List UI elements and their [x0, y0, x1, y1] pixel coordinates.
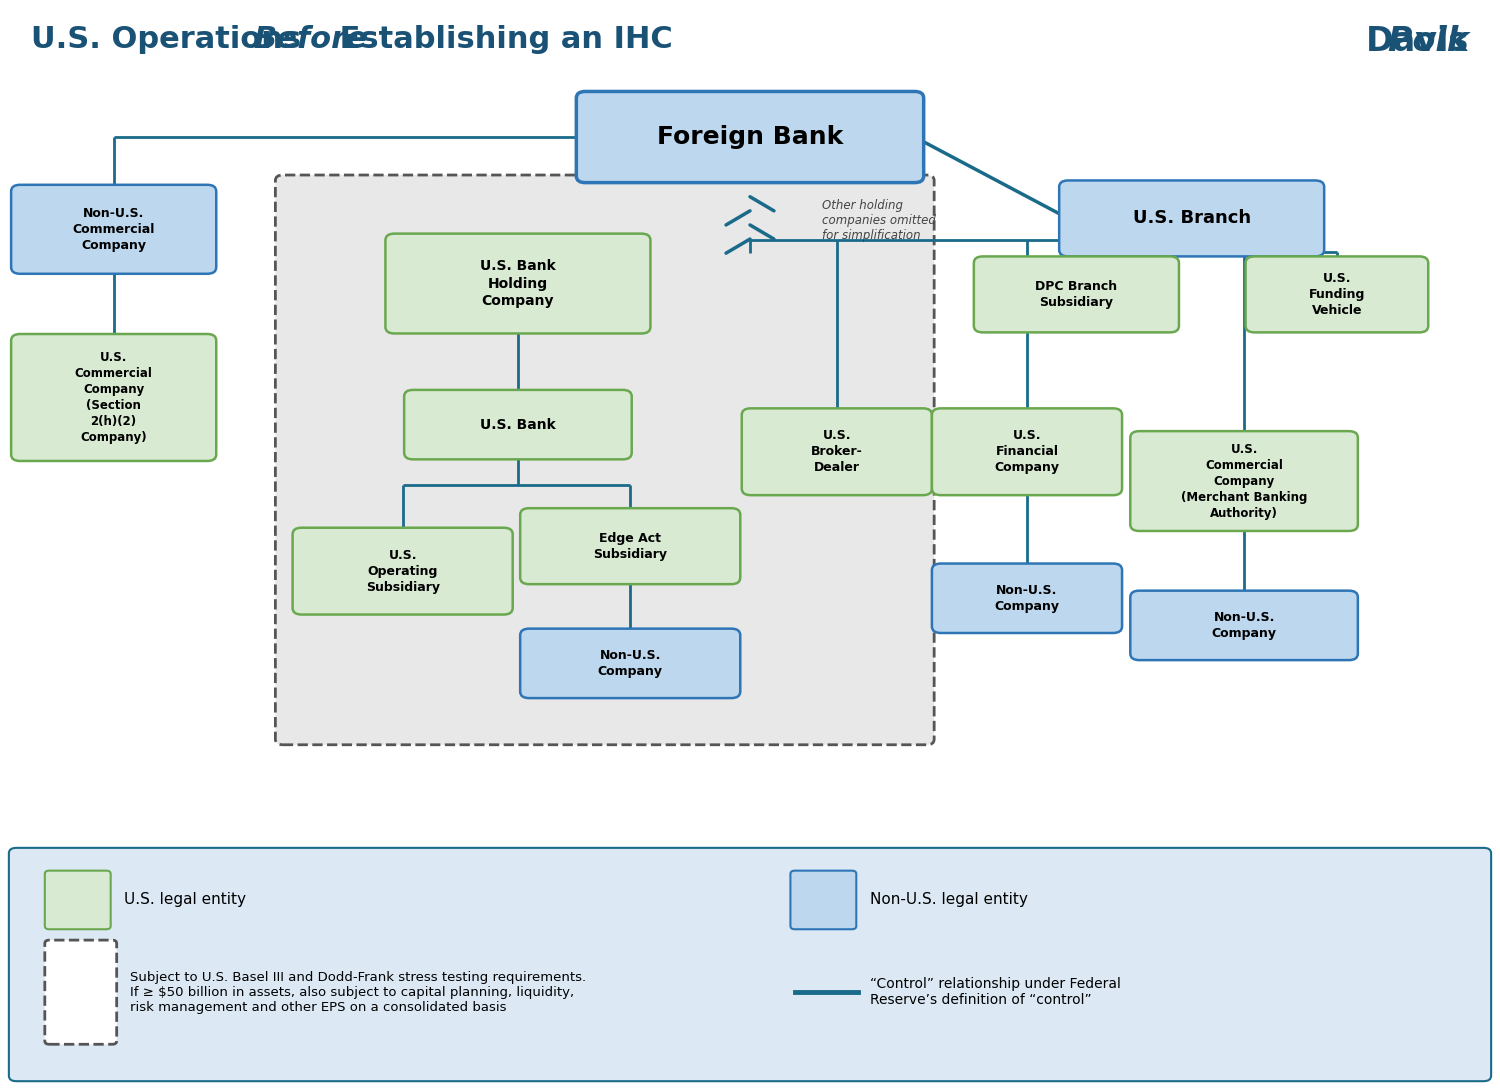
FancyBboxPatch shape [1131, 591, 1358, 660]
FancyBboxPatch shape [790, 870, 856, 929]
Text: U.S.
Commercial
Company
(Section
2(h)(2)
Company): U.S. Commercial Company (Section 2(h)(2)… [75, 351, 153, 444]
FancyBboxPatch shape [520, 508, 741, 584]
Text: “Control” relationship under Federal
Reserve’s definition of “control”: “Control” relationship under Federal Res… [870, 977, 1120, 1007]
Text: U.S. Operations: U.S. Operations [32, 25, 312, 54]
Text: DPC Branch
Subsidiary: DPC Branch Subsidiary [1035, 280, 1118, 309]
Text: Non-U.S.
Commercial
Company: Non-U.S. Commercial Company [72, 207, 154, 251]
FancyBboxPatch shape [9, 848, 1491, 1081]
Text: Davis: Davis [1365, 25, 1468, 59]
Text: Polk: Polk [1294, 25, 1468, 59]
Text: Non-U.S. legal entity: Non-U.S. legal entity [870, 892, 1028, 907]
FancyBboxPatch shape [45, 870, 111, 929]
Text: Non-U.S.
Company: Non-U.S. Company [994, 584, 1059, 613]
FancyBboxPatch shape [45, 940, 117, 1044]
Text: Non-U.S.
Company: Non-U.S. Company [597, 648, 663, 678]
FancyBboxPatch shape [1245, 257, 1428, 332]
FancyBboxPatch shape [10, 334, 216, 461]
FancyBboxPatch shape [1059, 181, 1324, 257]
Text: U.S.
Funding
Vehicle: U.S. Funding Vehicle [1308, 272, 1365, 317]
FancyBboxPatch shape [932, 408, 1122, 495]
FancyBboxPatch shape [742, 408, 932, 495]
FancyBboxPatch shape [386, 234, 651, 333]
FancyBboxPatch shape [932, 564, 1122, 633]
Text: U.S.
Commercial
Company
(Merchant Banking
Authority): U.S. Commercial Company (Merchant Bankin… [1180, 443, 1308, 520]
FancyBboxPatch shape [576, 91, 924, 183]
FancyBboxPatch shape [974, 257, 1179, 332]
Text: U.S.
Operating
Subsidiary: U.S. Operating Subsidiary [366, 548, 440, 594]
Text: Non-U.S.
Company: Non-U.S. Company [1212, 610, 1276, 640]
Text: Subject to U.S. Basel III and Dodd-Frank stress testing requirements.
If ≥ $50 b: Subject to U.S. Basel III and Dodd-Frank… [130, 970, 586, 1014]
Text: Edge Act
Subsidiary: Edge Act Subsidiary [592, 532, 668, 560]
Text: Foreign Bank: Foreign Bank [657, 125, 843, 149]
Text: U.S. legal entity: U.S. legal entity [124, 892, 246, 907]
FancyBboxPatch shape [520, 629, 741, 698]
FancyBboxPatch shape [276, 175, 934, 745]
Text: Other holding
companies omitted
for simplification: Other holding companies omitted for simp… [822, 199, 936, 243]
Text: U.S. Bank: U.S. Bank [480, 418, 556, 432]
Text: U.S.
Financial
Company: U.S. Financial Company [994, 430, 1059, 474]
Text: U.S.
Broker-
Dealer: U.S. Broker- Dealer [812, 430, 862, 474]
Text: U.S. Branch: U.S. Branch [1132, 209, 1251, 227]
Text: Before: Before [254, 25, 366, 54]
FancyBboxPatch shape [1131, 431, 1358, 531]
FancyBboxPatch shape [404, 390, 632, 459]
Text: U.S. Bank
Holding
Company: U.S. Bank Holding Company [480, 259, 556, 308]
FancyBboxPatch shape [10, 185, 216, 274]
Text: Establishing an IHC: Establishing an IHC [330, 25, 674, 54]
FancyBboxPatch shape [292, 528, 513, 615]
